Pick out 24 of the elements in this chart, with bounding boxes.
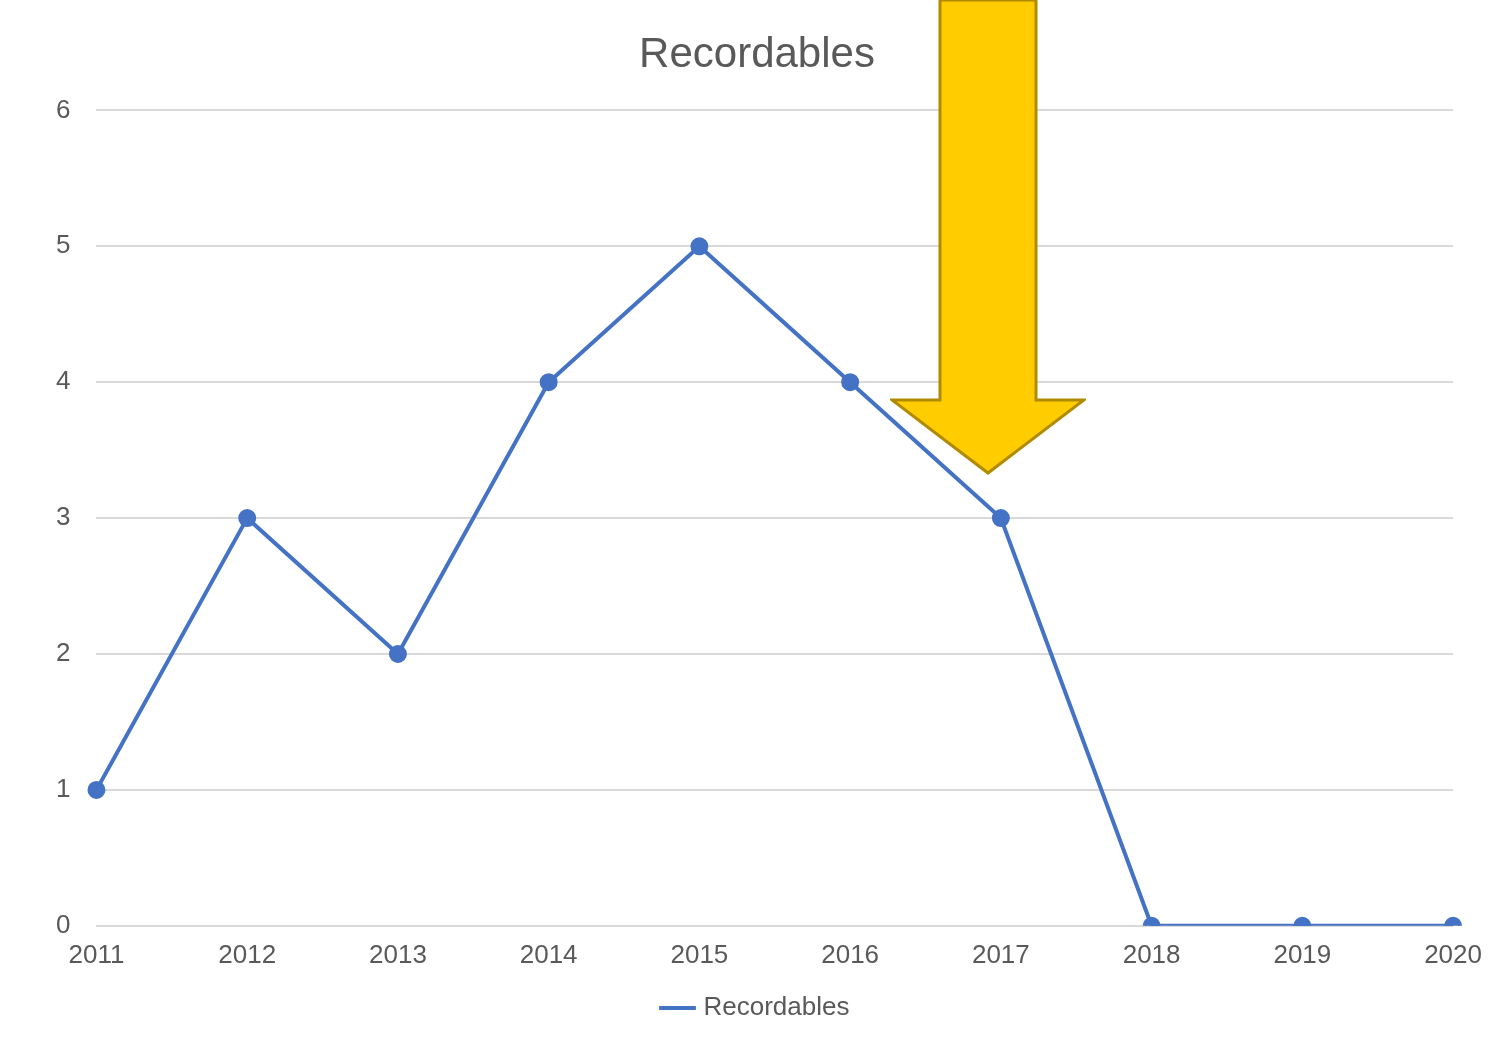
y-tick-label: 3 [55,501,71,532]
x-tick-label: 2014 [519,938,578,969]
y-tick-label: 6 [55,93,71,124]
x-tick-label: 2016 [821,938,880,969]
point [539,373,558,392]
y-tick-label: 0 [55,908,71,939]
x-tick-label: 2013 [369,938,427,969]
x-tick-label: 2011 [68,938,125,969]
chart-title: Recordables [639,28,875,76]
y-tick-label: 2 [55,637,71,668]
x-tick-label: 2018 [1122,938,1181,969]
y-tick-label: 1 [55,773,71,804]
x-tick-label: 2012 [218,938,277,969]
x-tick-label: 2020 [1424,938,1482,969]
point [991,509,1010,528]
x-tick-label: 2015 [670,938,729,969]
point [841,373,860,392]
y-tick-label: 5 [55,229,71,260]
x-tick-label: 2017 [971,938,1030,969]
point [690,237,709,256]
legend-label: Recordables [703,991,850,1022]
point [238,509,257,528]
x-tick-label: 2019 [1273,938,1332,969]
y-tick-label: 4 [55,365,71,396]
